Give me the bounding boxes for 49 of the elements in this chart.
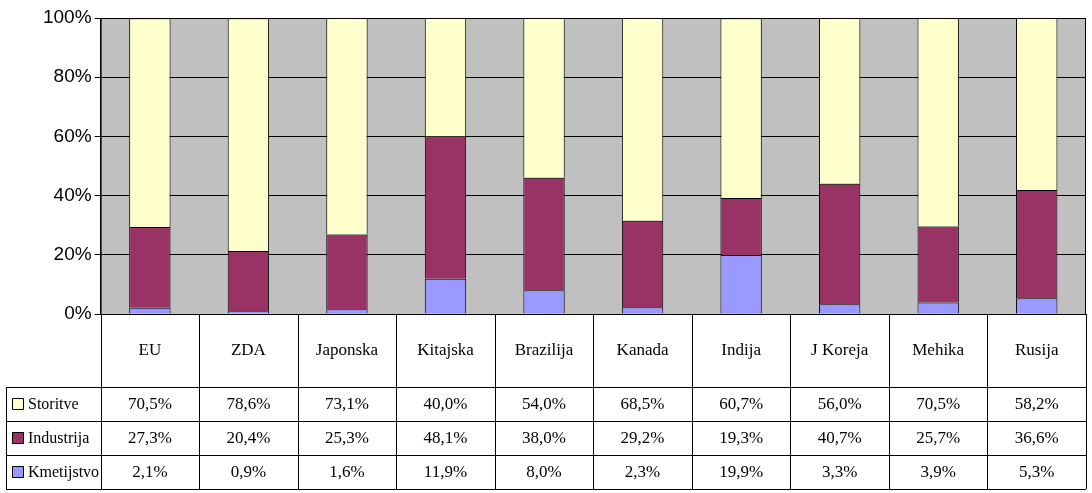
- data-label: 40,0%: [423, 394, 468, 414]
- data-label: 19,9%: [719, 462, 764, 482]
- y-tick-label: 20%: [53, 243, 92, 265]
- data-label: 25,7%: [916, 428, 961, 448]
- data-label: 11,9%: [423, 462, 468, 482]
- x-tick-label: ZDA: [230, 339, 267, 359]
- y-tick-label: 60%: [53, 124, 92, 146]
- legend-label: Industrija: [28, 429, 90, 448]
- legend-label: Storitve: [28, 395, 79, 413]
- x-tick-label: Brazilija: [514, 339, 574, 359]
- data-label: 3,3%: [821, 462, 858, 482]
- y-tick-label: 100%: [42, 6, 92, 28]
- x-tick-label: Mehika: [912, 339, 965, 359]
- data-label: 56,0%: [817, 394, 862, 414]
- data-label: 3,9%: [920, 462, 956, 482]
- data-label: 2,3%: [624, 462, 661, 482]
- data-label: 58,2%: [1014, 394, 1059, 414]
- x-tick-label: J Koreja: [811, 339, 869, 359]
- data-label: 54,0%: [522, 394, 566, 414]
- data-label: 2,1%: [132, 462, 168, 482]
- data-label: 27,3%: [127, 428, 172, 448]
- data-label: 78,6%: [226, 394, 271, 414]
- data-label: 73,1%: [324, 394, 369, 414]
- data-label: 8,0%: [526, 462, 562, 482]
- x-tick-label: Kitajska: [417, 339, 475, 359]
- data-label: 38,0%: [522, 428, 566, 448]
- data-label: 19,3%: [719, 428, 764, 448]
- data-label: 70,5%: [916, 394, 961, 414]
- data-label: 48,1%: [423, 428, 468, 448]
- data-label: 5,3%: [1019, 462, 1055, 482]
- data-label: 29,2%: [620, 428, 665, 448]
- x-tick-label: EU: [138, 339, 162, 359]
- data-label: 20,4%: [226, 428, 271, 448]
- x-tick-label: Kanada: [616, 339, 669, 359]
- x-tick-label: Indija: [721, 339, 762, 359]
- y-tick-label: 80%: [53, 65, 92, 87]
- x-tick-label: Japonska: [315, 339, 379, 359]
- data-label: 36,6%: [1014, 428, 1059, 448]
- data-label: 68,5%: [620, 394, 665, 414]
- data-label: 40,7%: [817, 428, 862, 448]
- data-label: 1,6%: [329, 462, 365, 482]
- data-label: 70,5%: [127, 394, 172, 414]
- data-label: 0,9%: [230, 462, 267, 482]
- y-tick-label: 0%: [64, 302, 92, 324]
- data-label: 25,3%: [324, 428, 369, 448]
- legend-label: Kmetijstvo: [28, 463, 100, 482]
- data-label: 60,7%: [719, 394, 764, 414]
- y-tick-label: 40%: [53, 183, 92, 205]
- x-tick-label: Rusija: [1015, 339, 1059, 359]
